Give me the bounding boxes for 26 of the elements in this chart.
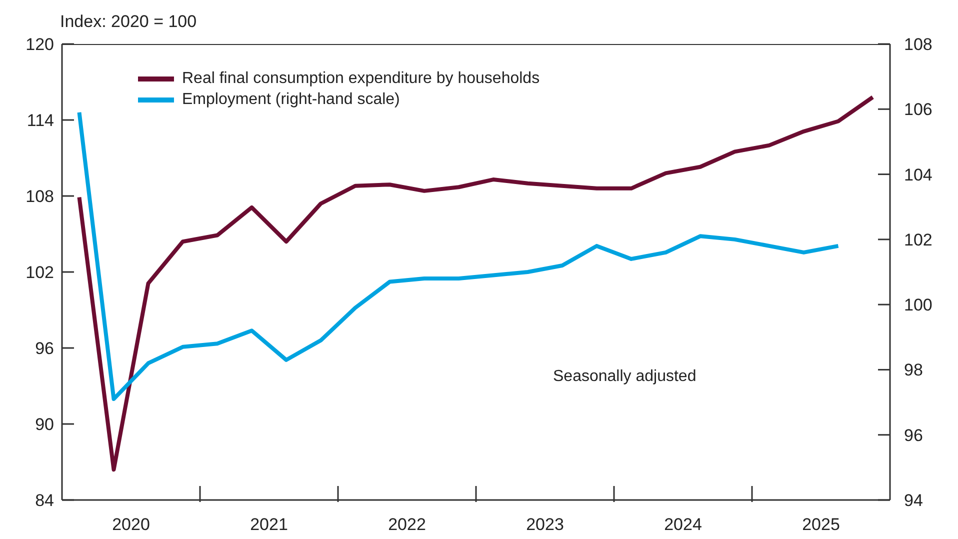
y2-tick-label: 108 — [904, 35, 932, 54]
legend-label: Real final consumption expenditure by households — [182, 69, 540, 89]
x-tick-label: 2020 — [112, 515, 150, 534]
x-tick-label: 2023 — [526, 515, 564, 534]
y2-tick-label: 106 — [904, 100, 932, 120]
y-tick-label: 84 — [35, 491, 54, 510]
y-axis-title: Index: 2020 = 100 — [60, 12, 197, 32]
legend-label: Employment (right-hand scale) — [182, 90, 400, 110]
annotation: Seasonally adjusted — [553, 368, 696, 386]
y-tick-label: 114 — [26, 111, 54, 130]
y-tick-label: 96 — [35, 339, 54, 358]
y-tick-label: 90 — [35, 415, 54, 434]
x-tick-label: 2024 — [664, 515, 702, 534]
x-tick-label: 2022 — [388, 515, 426, 534]
y2-tick-label: 104 — [904, 165, 932, 184]
x-tick-label: 2021 — [250, 515, 288, 534]
y2-tick-label: 100 — [904, 296, 932, 315]
line-series — [77, 110, 840, 402]
x-tick-label: 2025 — [802, 515, 840, 534]
y-tick-label: 102 — [26, 263, 54, 282]
y-tick-label: 120 — [26, 35, 54, 54]
y2-tick-label: 96 — [904, 426, 923, 445]
y2-tick-label: 98 — [904, 360, 923, 380]
y2-tick-label: 94 — [904, 491, 923, 510]
y-tick-label: 108 — [26, 187, 54, 206]
y2-tick-label: 102 — [904, 230, 932, 250]
